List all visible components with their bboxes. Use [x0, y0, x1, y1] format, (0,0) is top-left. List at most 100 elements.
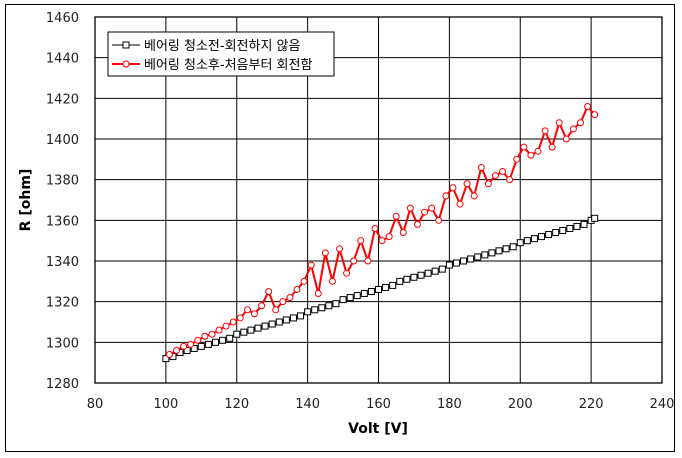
circle-marker	[392, 212, 400, 220]
circle-marker	[456, 200, 464, 208]
legend: 베어링 청소전-회전하지 않음 베어링 청소후-처음부터 회전함	[107, 31, 335, 77]
square-marker	[233, 330, 241, 338]
square-marker	[332, 300, 340, 308]
series-line	[168, 104, 596, 356]
circle-marker	[506, 176, 514, 184]
square-marker	[254, 324, 262, 332]
square-marker	[275, 318, 283, 326]
circle-marker	[413, 220, 421, 228]
x-tick-label: 180	[437, 397, 462, 412]
square-marker	[162, 355, 170, 363]
circle-marker	[165, 351, 173, 359]
square-marker	[573, 222, 581, 230]
square-marker	[183, 346, 191, 354]
circle-marker	[187, 340, 195, 348]
y-tick-label: 1320	[46, 296, 79, 311]
circle-marker	[293, 285, 301, 293]
y-tick-label: 1380	[46, 174, 79, 189]
square-marker	[325, 302, 333, 310]
square-marker	[424, 269, 432, 277]
circle-marker	[173, 346, 181, 354]
circle-marker	[534, 147, 542, 155]
square-marker	[410, 273, 418, 281]
square-marker	[431, 267, 439, 275]
circle-marker	[435, 216, 443, 224]
square-marker	[559, 227, 567, 234]
x-tick-label: 200	[508, 397, 533, 412]
square-marker	[452, 259, 460, 267]
x-tick-label: 100	[153, 397, 178, 412]
circle-marker	[491, 172, 499, 180]
x-tick-label: 80	[87, 397, 104, 412]
circle-marker	[243, 306, 251, 314]
circle-marker	[385, 233, 393, 241]
circle-marker	[265, 288, 273, 295]
square-marker	[530, 235, 538, 243]
x-axis-title: Volt [V]	[348, 421, 408, 437]
y-tick-label: 1460	[46, 11, 79, 26]
square-marker	[445, 261, 453, 269]
square-marker	[467, 255, 475, 263]
circle-marker	[364, 257, 372, 265]
square-marker	[240, 328, 248, 336]
circle-marker	[357, 237, 365, 245]
circle-marker	[286, 294, 294, 302]
square-marker	[545, 231, 553, 239]
circle-marker	[591, 111, 599, 119]
square-marker	[488, 249, 496, 257]
square-marker	[382, 283, 390, 291]
legend-label: 베어링 청소전-회전하지 않음	[144, 39, 301, 54]
y-tick-label: 1420	[46, 92, 79, 107]
circle-marker	[343, 269, 351, 277]
square-marker	[460, 257, 468, 265]
square-marker	[219, 336, 227, 344]
circle-marker	[562, 135, 570, 143]
y-axis-title: R [ohm]	[18, 169, 34, 232]
x-tick-label: 240	[650, 397, 675, 412]
x-tick-label: 120	[224, 397, 249, 412]
square-marker	[204, 340, 212, 348]
legend-item-after-cleaning: 베어링 청소후-처음부터 회전함	[112, 58, 312, 73]
square-marker	[367, 288, 375, 295]
square-marker	[538, 233, 546, 241]
circle-marker	[406, 204, 414, 212]
square-marker	[360, 290, 368, 298]
circle-marker	[513, 155, 521, 163]
y-tick-label: 1280	[46, 377, 79, 392]
circle-marker	[499, 168, 507, 176]
x-tick-label: 220	[579, 397, 604, 412]
circle-marker	[555, 119, 563, 127]
square-marker	[346, 294, 354, 302]
circle-marker	[194, 336, 202, 344]
square-marker	[516, 239, 524, 247]
y-tick-label: 1360	[46, 214, 79, 229]
square-marker	[375, 285, 382, 293]
circle-marker	[222, 322, 230, 330]
square-marker	[502, 245, 510, 253]
circle-marker	[229, 318, 237, 326]
chart-frame	[5, 4, 675, 452]
x-tick-label: 160	[366, 397, 391, 412]
circle-marker	[470, 192, 478, 200]
circle-marker	[208, 330, 216, 338]
circle-marker	[350, 257, 358, 265]
square-marker	[396, 277, 404, 285]
square-marker	[190, 344, 198, 352]
legend-label: 베어링 청소후-처음부터 회전함	[144, 58, 312, 73]
series-1	[165, 102, 599, 359]
square-marker	[509, 243, 517, 251]
y-tick-label: 1300	[46, 336, 79, 351]
circle-marker	[272, 306, 280, 314]
circle-marker	[300, 277, 308, 285]
square-marker	[268, 320, 276, 328]
circle-marker	[520, 143, 528, 151]
x-tick-label: 140	[295, 397, 320, 412]
square-marker	[523, 237, 531, 245]
circle-marker-icon	[122, 60, 130, 68]
square-marker	[261, 322, 269, 330]
square-marker	[481, 251, 489, 259]
square-marker	[389, 281, 397, 289]
circle-marker	[180, 342, 188, 350]
circle-marker	[215, 326, 223, 334]
